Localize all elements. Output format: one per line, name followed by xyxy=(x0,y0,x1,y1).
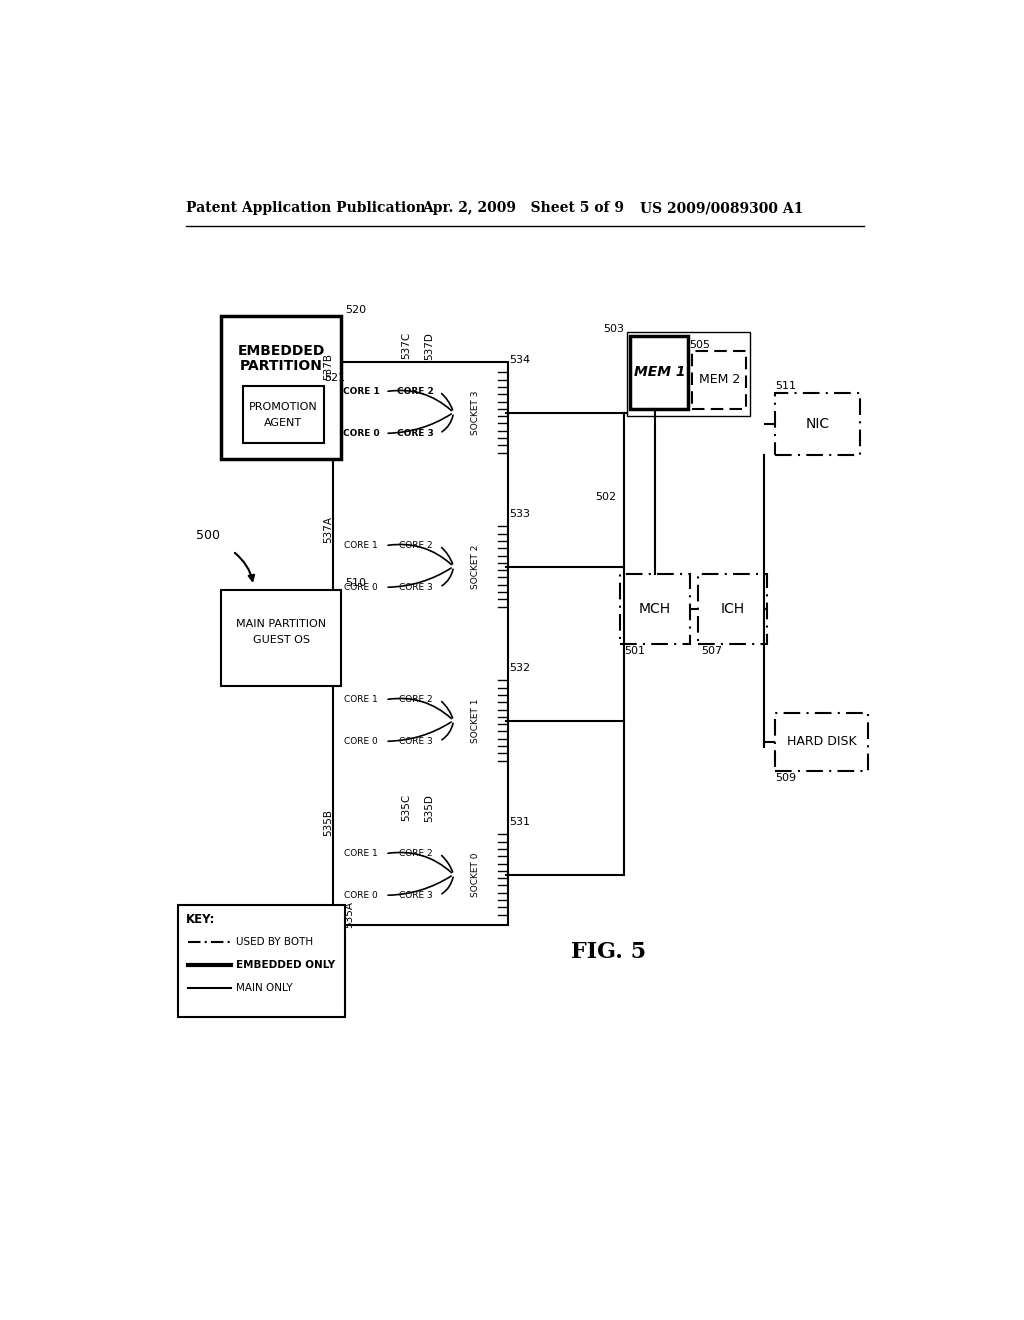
Text: 535A: 535A xyxy=(345,902,354,928)
Bar xyxy=(337,414,385,453)
Text: 535C: 535C xyxy=(401,793,412,821)
Text: Patent Application Publication: Patent Application Publication xyxy=(186,202,426,215)
Bar xyxy=(337,527,385,565)
Bar xyxy=(221,317,341,459)
Bar xyxy=(337,834,385,873)
Text: SOCKET 0: SOCKET 0 xyxy=(471,853,480,896)
Text: 507: 507 xyxy=(701,647,723,656)
Bar xyxy=(627,331,750,416)
Bar xyxy=(391,876,439,915)
Text: CORE 3: CORE 3 xyxy=(398,583,432,591)
Bar xyxy=(454,675,499,767)
Text: 521: 521 xyxy=(324,372,345,383)
Bar xyxy=(454,829,499,921)
Text: CORE 1: CORE 1 xyxy=(344,696,378,704)
Bar xyxy=(621,574,690,644)
Bar xyxy=(391,681,439,719)
Text: CORE 1: CORE 1 xyxy=(344,541,378,550)
Text: CORE 2: CORE 2 xyxy=(398,541,432,550)
Text: 537D: 537D xyxy=(425,333,434,360)
Text: 503: 503 xyxy=(603,325,624,334)
Text: 537B: 537B xyxy=(323,354,333,380)
Text: 535D: 535D xyxy=(425,795,434,822)
Text: 509: 509 xyxy=(775,774,797,783)
Text: Apr. 2, 2009   Sheet 5 of 9: Apr. 2, 2009 Sheet 5 of 9 xyxy=(423,202,625,215)
Text: HARD DISK: HARD DISK xyxy=(786,735,856,748)
Bar xyxy=(337,722,385,760)
Bar xyxy=(697,574,767,644)
Text: SOCKET 2: SOCKET 2 xyxy=(471,544,480,589)
Text: PROMOTION: PROMOTION xyxy=(249,403,317,412)
Text: CORE 3: CORE 3 xyxy=(398,737,432,746)
Bar xyxy=(337,876,385,915)
Bar xyxy=(454,520,499,612)
Text: CORE 3: CORE 3 xyxy=(397,429,434,438)
Text: 520: 520 xyxy=(345,305,367,315)
Text: ICH: ICH xyxy=(721,602,744,616)
Text: EMBEDDED: EMBEDDED xyxy=(238,345,325,358)
Text: CORE 2: CORE 2 xyxy=(398,849,432,858)
Bar xyxy=(391,834,439,873)
Text: MCH: MCH xyxy=(639,602,671,616)
Text: 537C: 537C xyxy=(401,331,412,359)
Bar xyxy=(243,385,324,444)
Bar xyxy=(775,713,868,771)
Text: KEY:: KEY: xyxy=(186,912,215,925)
Bar xyxy=(337,372,385,411)
Bar xyxy=(221,590,341,686)
Text: 532: 532 xyxy=(509,663,530,673)
Bar xyxy=(692,351,746,409)
Text: CORE 3: CORE 3 xyxy=(398,891,432,900)
Text: CORE 2: CORE 2 xyxy=(397,387,434,396)
Bar xyxy=(334,363,508,924)
Text: CORE 0: CORE 0 xyxy=(344,737,378,746)
Text: 531: 531 xyxy=(509,817,530,828)
Bar xyxy=(454,367,499,459)
Text: AGENT: AGENT xyxy=(264,417,302,428)
Text: CORE 0: CORE 0 xyxy=(344,583,378,591)
Text: PARTITION: PARTITION xyxy=(240,359,323,374)
Text: EMBEDDED ONLY: EMBEDDED ONLY xyxy=(237,961,336,970)
Bar xyxy=(775,393,860,455)
Bar xyxy=(337,681,385,719)
Bar xyxy=(391,527,439,565)
Bar xyxy=(337,568,385,607)
Text: GUEST OS: GUEST OS xyxy=(253,635,309,644)
Text: 510: 510 xyxy=(345,578,366,589)
Text: 534: 534 xyxy=(509,355,530,366)
Text: 502: 502 xyxy=(595,492,616,502)
Text: SOCKET 1: SOCKET 1 xyxy=(471,698,480,743)
Text: 501: 501 xyxy=(624,647,645,656)
Text: NIC: NIC xyxy=(806,417,829,432)
Text: CORE 2: CORE 2 xyxy=(398,696,432,704)
Bar xyxy=(391,372,439,411)
Bar xyxy=(630,335,688,409)
Text: 505: 505 xyxy=(689,339,710,350)
Bar xyxy=(178,906,345,1016)
Text: CORE 1: CORE 1 xyxy=(343,387,380,396)
Text: MEM 2: MEM 2 xyxy=(698,374,740,387)
Text: SOCKET 3: SOCKET 3 xyxy=(471,391,480,434)
Text: MAIN ONLY: MAIN ONLY xyxy=(237,983,293,994)
Text: US 2009/0089300 A1: US 2009/0089300 A1 xyxy=(640,202,803,215)
Text: 537A: 537A xyxy=(323,516,333,544)
Text: CORE 0: CORE 0 xyxy=(343,429,380,438)
Text: 500: 500 xyxy=(197,529,220,543)
Text: 533: 533 xyxy=(509,510,530,519)
Text: CORE 0: CORE 0 xyxy=(344,891,378,900)
Text: MEM 1: MEM 1 xyxy=(634,366,685,379)
Text: USED BY BOTH: USED BY BOTH xyxy=(237,937,313,948)
Bar xyxy=(391,568,439,607)
Text: MAIN PARTITION: MAIN PARTITION xyxy=(236,619,326,630)
Text: 511: 511 xyxy=(775,380,796,391)
Bar xyxy=(391,414,439,453)
Text: 535B: 535B xyxy=(323,809,333,836)
Text: FIG. 5: FIG. 5 xyxy=(571,940,646,962)
Text: CORE 1: CORE 1 xyxy=(344,849,378,858)
Bar xyxy=(391,722,439,760)
